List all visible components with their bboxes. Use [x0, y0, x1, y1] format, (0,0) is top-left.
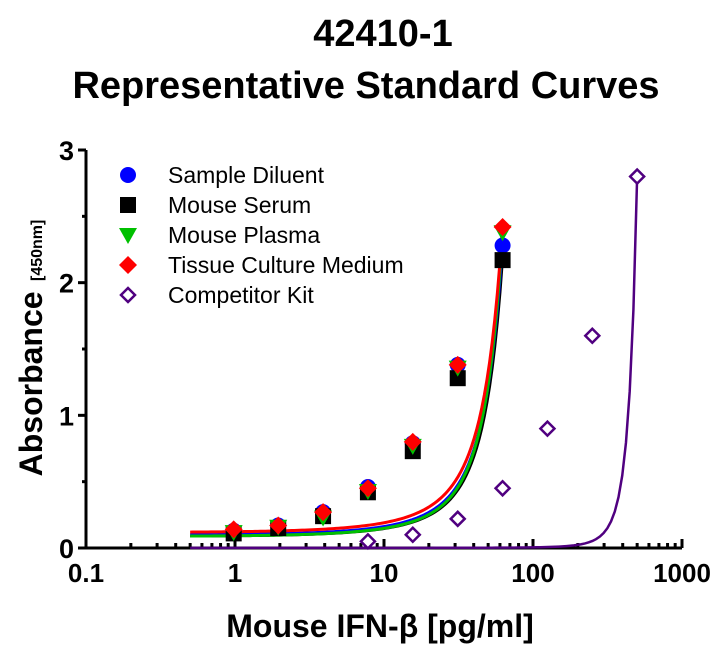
- y-tick-label: 1: [59, 401, 74, 431]
- data-point: [358, 479, 377, 498]
- legend-marker: [119, 286, 137, 304]
- legend-label: Sample Diluent: [168, 162, 325, 188]
- x-tick-label: 1: [228, 558, 242, 588]
- y-axis-label: Absorbance [450nm]: [13, 220, 49, 477]
- x-tick-label: 1000: [653, 558, 711, 588]
- legend-marker: [119, 256, 137, 274]
- fit-curves: [190, 176, 639, 550]
- data-point: [493, 217, 512, 236]
- y-tick-label: 3: [59, 136, 74, 166]
- data-point: [403, 432, 422, 451]
- data-point: [583, 326, 602, 345]
- x-tick-label: 100: [511, 558, 554, 588]
- y-tick-label: 0: [59, 534, 74, 564]
- x-axis-label: Mouse IFN-β [pg/ml]: [226, 608, 534, 644]
- legend: Sample Diluent Mouse Serum Mouse Plasma Tis…: [119, 162, 404, 308]
- legend-label: Mouse Serum: [168, 192, 311, 218]
- data-point: [224, 520, 243, 539]
- data-point: [448, 355, 467, 374]
- chart-subtitle: Representative Standard Curves: [72, 65, 659, 107]
- series-competitor-kit: [359, 167, 646, 551]
- x-tick-label: 10: [370, 558, 399, 588]
- data-point: [359, 532, 377, 551]
- fit-curve-competitor-kit: [190, 176, 639, 550]
- legend-label: Mouse Plasma: [168, 222, 320, 248]
- data-point: [494, 237, 511, 254]
- x-tick-label: 0.1: [68, 558, 104, 588]
- y-tick-label: 2: [59, 269, 74, 299]
- legend-label: Tissue Culture Medium: [168, 252, 404, 278]
- data-points: [224, 167, 646, 551]
- series-tissue-culture-medium: [224, 217, 512, 539]
- data-point: [494, 252, 511, 269]
- legend-label: Competitor Kit: [168, 282, 314, 308]
- y-axis-label-sub: [450nm]: [29, 220, 46, 281]
- y-axis-label-main: Absorbance: [13, 291, 49, 476]
- svg-text:Absorbance [450nm]: Absorbance [450nm]: [13, 220, 49, 477]
- fit-curve-tissue-culture-medium: [190, 225, 505, 534]
- data-point: [628, 167, 646, 186]
- axes: 0.1 1 10 100 1000 0 1 2 3: [59, 136, 711, 588]
- data-point: [493, 479, 512, 498]
- data-point: [449, 370, 466, 387]
- data-point: [404, 525, 422, 544]
- legend-marker: [120, 167, 136, 183]
- legend-marker: [120, 197, 136, 213]
- chart-title: 42410-1: [313, 13, 452, 55]
- data-point: [269, 516, 288, 535]
- data-point: [538, 419, 557, 438]
- legend-marker: [119, 228, 137, 244]
- data-point: [448, 510, 467, 528]
- data-point: [314, 503, 333, 522]
- fit-curve-mouse-plasma: [190, 232, 505, 538]
